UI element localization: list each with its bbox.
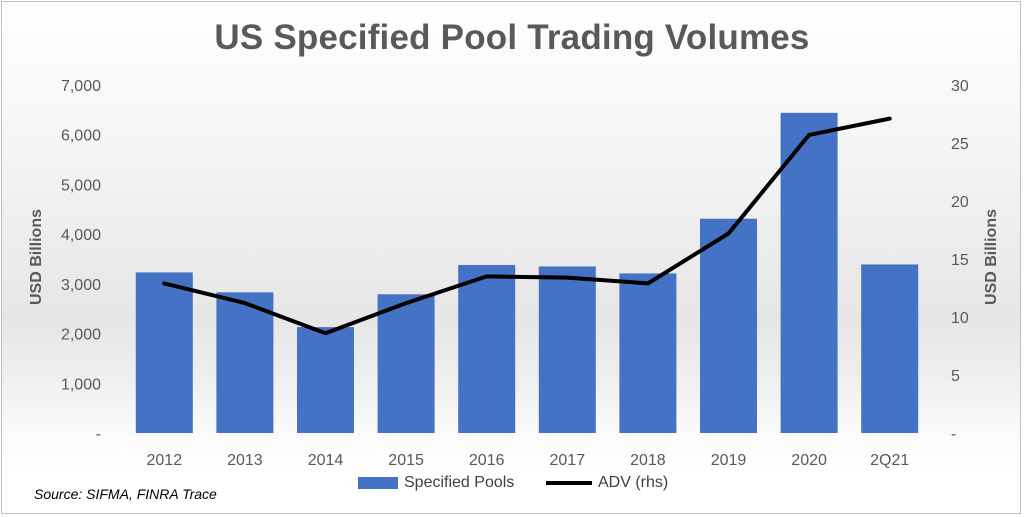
y-tick-label-right: 5	[951, 368, 960, 385]
chart-title: US Specified Pool Trading Volumes	[214, 18, 810, 57]
x-tick-label: 2014	[308, 452, 344, 469]
bar-series	[135, 112, 919, 433]
bar	[135, 272, 193, 433]
y-tick-label-left: 4,000	[61, 227, 101, 244]
bar	[780, 112, 838, 433]
y-tick-label-right: -	[951, 426, 956, 443]
bar	[377, 294, 435, 433]
y-tick-label-left: -	[96, 426, 101, 443]
bar	[216, 292, 274, 433]
y-tick-label-right: 25	[951, 136, 969, 153]
legend-item-line: ADV (rhs)	[546, 470, 668, 496]
bar	[861, 264, 919, 433]
x-tick-label: 2012	[147, 452, 183, 469]
x-tick-label: 2016	[469, 452, 505, 469]
x-axis-ticks: 2012 2013 2014 2015 2016 2017 2018 2019 2020 2Q21	[147, 452, 910, 469]
x-tick-label: 2015	[388, 452, 424, 469]
bar	[538, 266, 596, 433]
legend-swatch-bars	[358, 477, 398, 489]
y-tick-label-right: 10	[951, 310, 969, 327]
bar	[297, 327, 354, 433]
right-axis-ticks: - 5 10 15 20 25 30	[951, 78, 969, 443]
legend-swatch-line	[546, 481, 592, 485]
bar	[458, 264, 516, 433]
legend: Specified Pools ADV (rhs)	[0, 470, 1024, 496]
adv-line	[162, 116, 892, 336]
y-tick-label-left: 3,000	[61, 277, 101, 294]
x-tick-label: 2020	[791, 452, 827, 469]
x-tick-label: 2018	[630, 452, 666, 469]
x-tick-label: 2Q21	[870, 452, 909, 469]
y-tick-label-right: 20	[951, 194, 969, 211]
legend-label-bars: Specified Pools	[404, 474, 515, 491]
y-tick-label-right: 30	[951, 78, 969, 95]
bar	[619, 273, 677, 433]
y-tick-label-left: 6,000	[61, 128, 101, 145]
x-tick-label: 2013	[227, 452, 263, 469]
line-series	[162, 116, 892, 336]
y-tick-label-left: 2,000	[61, 327, 101, 344]
y-tick-label-left: 5,000	[61, 177, 101, 194]
x-tick-label: 2017	[550, 452, 586, 469]
y-tick-label-left: 1,000	[61, 376, 101, 393]
legend-item-bars: Specified Pools	[358, 470, 514, 496]
x-tick-label: 2019	[711, 452, 747, 469]
left-axis-ticks: - 1,000 2,000 3,000 4,000 5,000 6,000 7,000	[61, 78, 101, 443]
bar	[700, 218, 757, 433]
source-note: Source: SIFMA, FINRA Trace	[34, 486, 217, 502]
legend-label-line: ADV (rhs)	[598, 474, 669, 491]
y-tick-label-left: 7,000	[61, 78, 101, 95]
y-tick-label-right: 15	[951, 252, 969, 269]
